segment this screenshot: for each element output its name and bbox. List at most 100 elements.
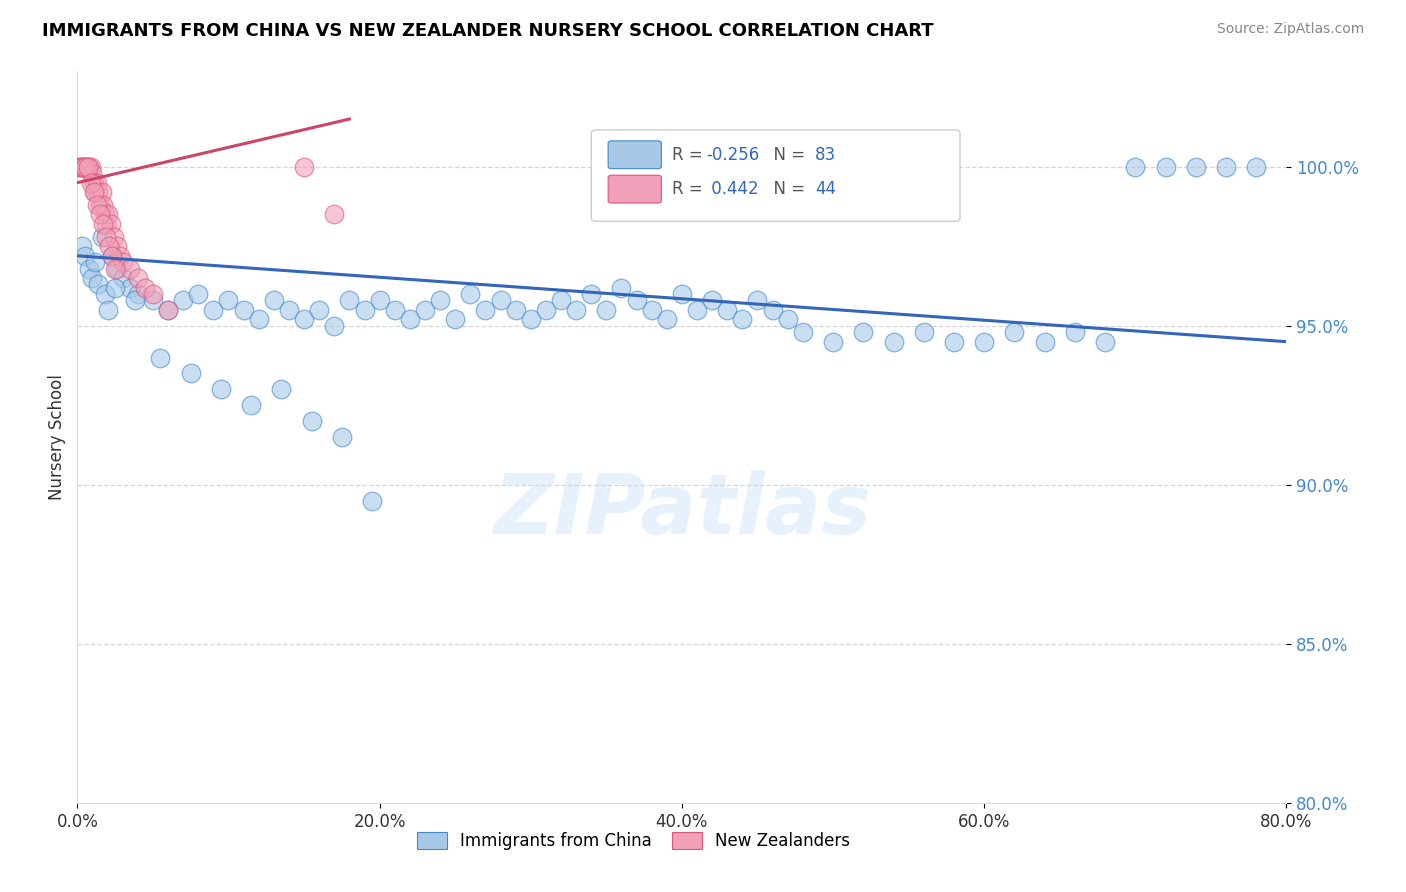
- Point: [84, 185, 107, 199]
- Text: ZIPatlas: ZIPatlas: [494, 470, 870, 550]
- Point: [87, 277, 110, 292]
- Point: [671, 287, 693, 301]
- Point: [124, 293, 146, 308]
- Point: [361, 493, 384, 508]
- Point: [610, 280, 633, 294]
- Point: [105, 261, 128, 276]
- Point: [134, 280, 156, 294]
- Point: [80, 176, 103, 190]
- Point: [70, 160, 93, 174]
- Point: [444, 312, 467, 326]
- Text: 83: 83: [815, 145, 837, 164]
- Point: [413, 302, 436, 317]
- Point: [127, 287, 149, 301]
- Point: [1064, 325, 1087, 339]
- Point: [474, 302, 496, 317]
- Point: [384, 302, 406, 317]
- Point: [87, 185, 110, 199]
- Point: [67, 160, 90, 174]
- Point: [1033, 334, 1056, 349]
- Point: [973, 334, 995, 349]
- Point: [353, 302, 375, 317]
- Point: [339, 293, 360, 308]
- Point: [1125, 160, 1147, 174]
- Point: [127, 271, 149, 285]
- Point: [180, 367, 202, 381]
- Point: [489, 293, 512, 308]
- Point: [399, 312, 422, 326]
- Point: [301, 414, 323, 428]
- Point: [86, 176, 108, 190]
- Point: [595, 302, 617, 317]
- Point: [943, 334, 966, 349]
- FancyBboxPatch shape: [609, 141, 661, 169]
- Point: [762, 302, 785, 317]
- Point: [84, 255, 107, 269]
- Point: [792, 325, 814, 339]
- Point: [104, 280, 127, 294]
- Point: [101, 249, 124, 263]
- Point: [70, 160, 93, 174]
- Point: [686, 302, 709, 317]
- Text: R =: R =: [672, 145, 709, 164]
- Point: [75, 160, 97, 174]
- Point: [120, 280, 142, 294]
- Point: [218, 293, 240, 308]
- Point: [86, 198, 108, 212]
- Point: [330, 430, 353, 444]
- Point: [1094, 334, 1116, 349]
- Point: [520, 312, 543, 326]
- Point: [104, 261, 127, 276]
- Point: [270, 383, 292, 397]
- Point: [108, 249, 131, 263]
- Point: [626, 293, 648, 308]
- Point: [79, 261, 101, 276]
- Point: [77, 160, 100, 174]
- Point: [368, 293, 391, 308]
- Point: [91, 217, 114, 231]
- Point: [1246, 160, 1268, 174]
- Point: [94, 229, 117, 244]
- Text: N =: N =: [763, 180, 810, 198]
- Point: [98, 239, 121, 253]
- Point: [202, 302, 225, 317]
- Point: [716, 302, 738, 317]
- Point: [142, 287, 165, 301]
- Point: [94, 217, 117, 231]
- Point: [1185, 160, 1208, 174]
- Point: [82, 166, 104, 180]
- Point: [100, 217, 122, 231]
- Point: [82, 271, 104, 285]
- Point: [883, 334, 905, 349]
- Point: [1004, 325, 1026, 339]
- Point: [172, 293, 194, 308]
- Point: [83, 176, 105, 190]
- Point: [655, 312, 678, 326]
- Point: [209, 383, 232, 397]
- Point: [89, 207, 111, 221]
- Point: [69, 160, 91, 174]
- FancyBboxPatch shape: [592, 130, 960, 221]
- Text: -0.256: -0.256: [706, 145, 759, 164]
- Point: [96, 302, 118, 317]
- Point: [142, 293, 165, 308]
- Point: [505, 302, 527, 317]
- Point: [90, 229, 112, 244]
- Point: [187, 287, 209, 301]
- Point: [232, 302, 254, 317]
- Text: N =: N =: [763, 145, 810, 164]
- Y-axis label: Nursery School: Nursery School: [48, 374, 66, 500]
- Point: [111, 255, 134, 269]
- Point: [1215, 160, 1237, 174]
- Point: [821, 334, 844, 349]
- Point: [73, 249, 96, 263]
- Point: [72, 160, 94, 174]
- Point: [1154, 160, 1177, 174]
- Point: [103, 229, 125, 244]
- Point: [149, 351, 172, 365]
- Point: [458, 287, 481, 301]
- Point: [70, 239, 93, 253]
- Point: [73, 160, 96, 174]
- Point: [429, 293, 451, 308]
- Point: [247, 312, 270, 326]
